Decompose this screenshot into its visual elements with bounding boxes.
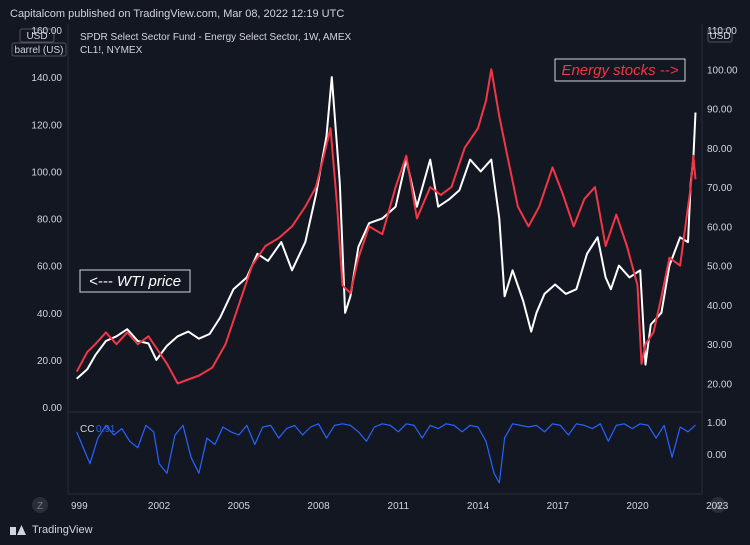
series-layer <box>75 68 697 484</box>
series-line-cc[interactable] <box>76 423 696 484</box>
cc-tick-label: 0.00 <box>707 450 727 461</box>
cc-label[interactable]: CC <box>80 424 94 435</box>
series-line-wti[interactable] <box>76 76 697 380</box>
main-pane[interactable] <box>68 24 702 411</box>
series-line-energy[interactable] <box>75 68 697 385</box>
wti-annotation-box[interactable] <box>79 269 191 293</box>
right-tick-label: 60.00 <box>707 222 732 233</box>
right-unit-badge[interactable] <box>707 28 733 43</box>
cc-pane[interactable] <box>68 413 702 493</box>
zoom-corner-button[interactable] <box>32 497 48 513</box>
cc-axis-ticks: 1.00 0.00 <box>707 418 727 461</box>
corner-left-label: Z <box>37 501 43 512</box>
tradingview-logo[interactable]: TradingView <box>10 524 93 536</box>
time-axis-ticks: 999 2002 2005 2008 2011 2014 2017 2020 2023 <box>71 501 729 512</box>
time-tick-label: 2020 <box>626 501 649 512</box>
time-tick-label: 2002 <box>148 501 171 512</box>
time-tick-label: 2011 <box>388 501 410 512</box>
right-unit-label: USD <box>709 31 730 42</box>
time-tick-label: 2008 <box>307 501 330 512</box>
publisher-info: Capitalcom published on TradingView.com,… <box>10 8 345 20</box>
left-unit-badge[interactable] <box>19 28 55 43</box>
left-tick-label: 80.00 <box>37 215 62 226</box>
left-tick-label: 140.00 <box>31 73 62 84</box>
energy-annotation-box[interactable] <box>554 58 686 82</box>
time-tick-label: 2023 <box>706 501 729 512</box>
left-tick-label: 100.00 <box>31 167 62 178</box>
right-tick-label: 70.00 <box>707 183 732 194</box>
wti-annotation: <--- WTI price <box>89 273 181 290</box>
tradingview-logo-icon <box>10 525 26 535</box>
left-tick-label: 120.00 <box>31 120 62 131</box>
footer-bar: TradingView <box>0 520 750 545</box>
right-tick-label: 80.00 <box>707 144 732 155</box>
price-chart[interactable]: USD barrel (US) USD SPDR Select Sector F… <box>0 24 750 520</box>
left-tick-label: 40.00 <box>37 309 62 320</box>
corner-right-label: A <box>715 501 722 512</box>
left-tick-label: 160.00 <box>31 26 62 37</box>
cc-tick-label: 1.00 <box>707 418 727 429</box>
right-tick-label: 100.00 <box>707 65 738 76</box>
time-tick-label: 2005 <box>228 501 251 512</box>
right-tick-label: 50.00 <box>707 262 732 273</box>
right-tick-label: 20.00 <box>707 379 732 390</box>
cc-value: 0.91 <box>96 424 116 435</box>
left-unit-label-2: barrel (US) <box>15 45 64 56</box>
time-tick-label: 2014 <box>467 501 490 512</box>
left-tick-label: 0.00 <box>43 403 63 414</box>
right-axis-ticks: 110.00 100.00 90.00 80.00 70.00 60.00 50.00 40.… <box>707 26 738 390</box>
top-bar: Capitalcom published on TradingView.com,… <box>0 0 750 24</box>
left-axis-ticks: 160.00 140.00 120.00 100.00 80.00 60.00 40.00 2… <box>31 26 62 414</box>
legend-wti[interactable]: CL1!, NYMEX <box>80 45 143 56</box>
legend-energy[interactable]: SPDR Select Sector Fund - Energy Select … <box>80 32 352 43</box>
tradingview-brand: TradingView <box>32 524 93 536</box>
left-tick-label: 60.00 <box>37 262 62 273</box>
left-tick-label: 20.00 <box>37 356 62 367</box>
chart-area[interactable]: USD barrel (US) USD SPDR Select Sector F… <box>0 24 750 520</box>
time-tick-label: 2017 <box>547 501 570 512</box>
auto-scale-button[interactable] <box>710 497 726 513</box>
left-unit-label: USD <box>26 31 47 42</box>
energy-annotation: Energy stocks --> <box>561 62 678 79</box>
left-unit-badge-2[interactable] <box>11 42 67 57</box>
time-tick-label: 999 <box>71 501 88 512</box>
right-tick-label: 40.00 <box>707 301 732 312</box>
right-tick-label: 30.00 <box>707 340 732 351</box>
right-tick-label: 90.00 <box>707 105 732 116</box>
right-tick-label: 110.00 <box>707 26 737 37</box>
